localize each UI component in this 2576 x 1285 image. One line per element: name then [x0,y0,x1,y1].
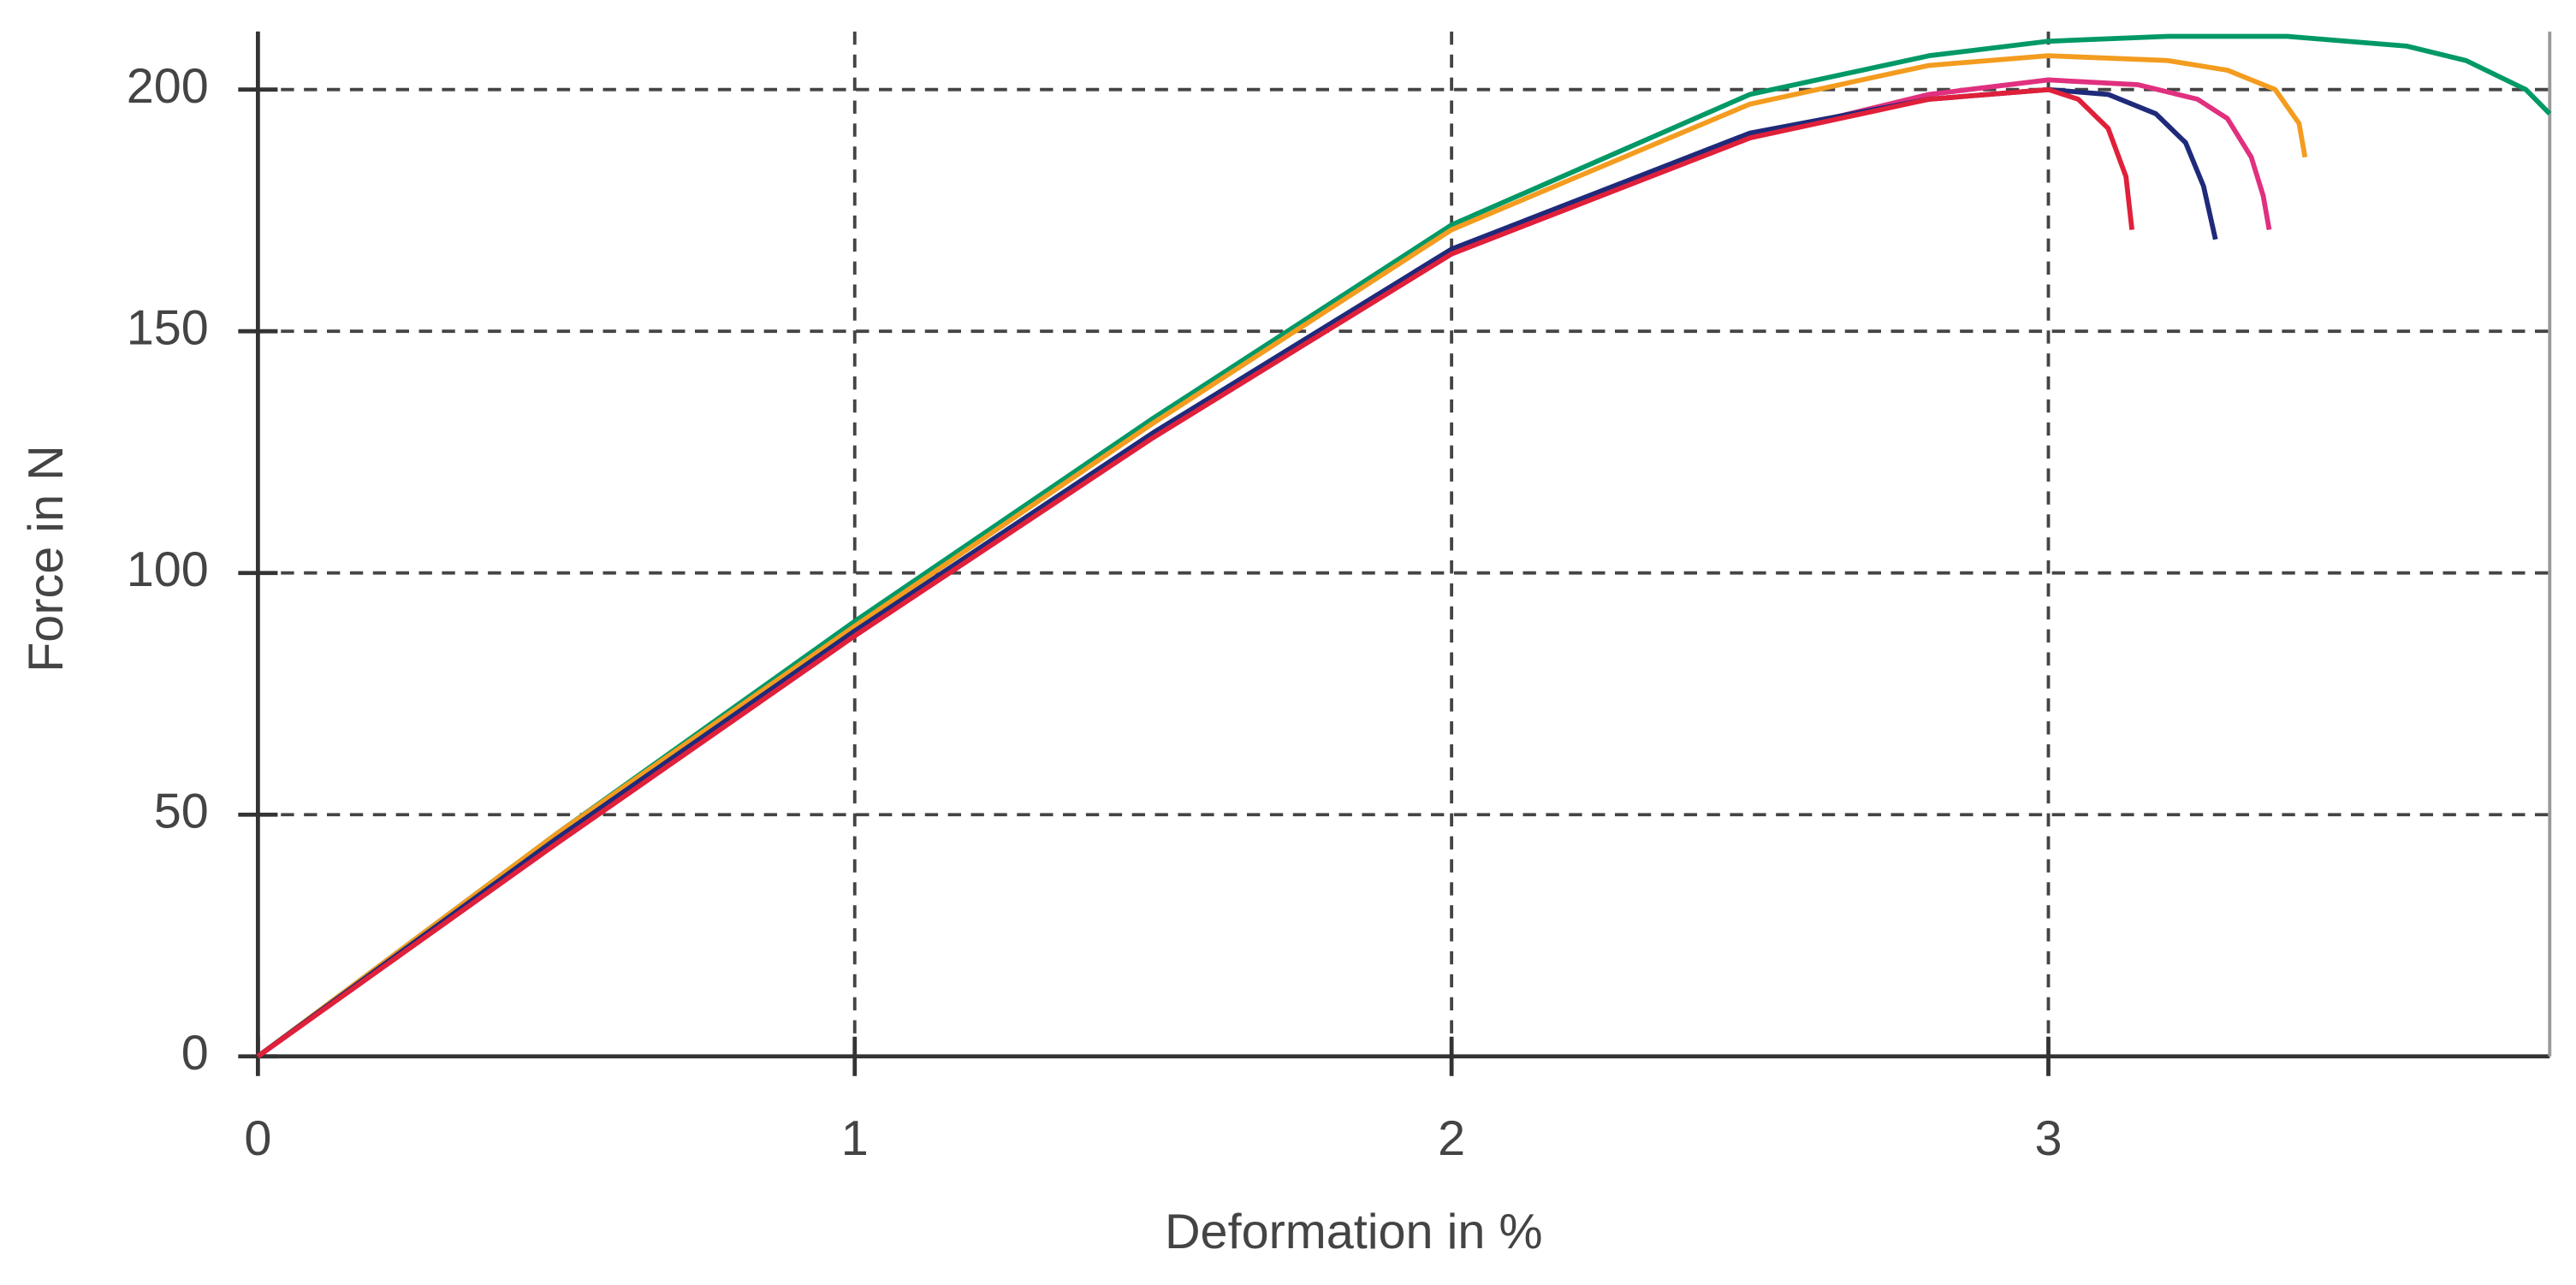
y-tick-label: 150 [127,300,209,355]
x-tick-label: 0 [244,1111,271,1166]
data-line [256,33,2552,1059]
y-tick-label: 100 [127,542,209,597]
data-line [256,86,2134,1059]
data-line [256,53,2308,1059]
y-tick-label: 200 [127,59,209,114]
y-tick-label: 0 [181,1026,209,1081]
y-tick-label: 50 [154,784,209,838]
x-axis-label: Deformation in % [1165,1205,1543,1259]
x-tick-label: 2 [1438,1111,1465,1166]
x-tick-label: 3 [2034,1111,2062,1166]
data-line [256,77,2272,1059]
x-tick-label: 1 [841,1111,869,1166]
y-axis-label: Force in N [19,445,74,672]
